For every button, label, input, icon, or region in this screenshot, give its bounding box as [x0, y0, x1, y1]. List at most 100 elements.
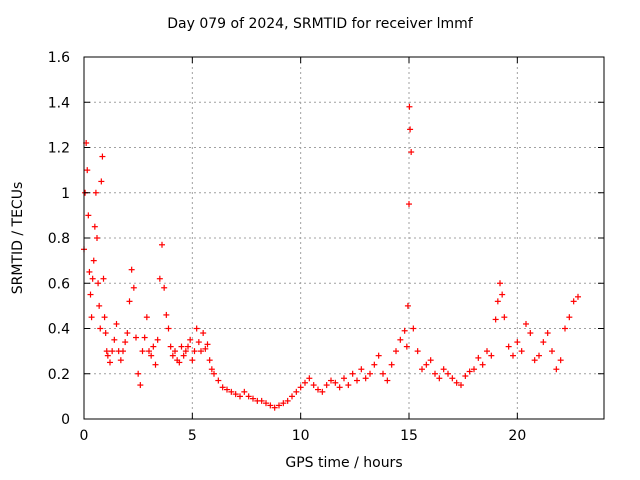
data-point [152, 361, 159, 368]
data-point [393, 348, 399, 355]
data-point [475, 354, 482, 361]
data-point [126, 298, 133, 305]
data-point [527, 330, 534, 337]
data-point [271, 404, 278, 411]
data-point [310, 382, 317, 389]
data-point [432, 370, 438, 377]
x-tick-label: 20 [508, 428, 526, 444]
data-point [427, 357, 434, 364]
data-point [150, 343, 157, 350]
data-point [96, 302, 103, 309]
data-point [206, 357, 213, 364]
data-point [423, 361, 430, 368]
x-axis-label: GPS time / hours [285, 455, 403, 471]
data-point [297, 384, 304, 391]
data-point [111, 336, 118, 343]
y-tick-label: 1 [61, 186, 70, 202]
data-point [178, 343, 185, 350]
data-point [128, 266, 135, 273]
y-tick-label: 1.4 [48, 95, 70, 111]
data-point [198, 348, 204, 355]
data-point [375, 352, 382, 359]
y-axis-label: SRMTID / TECUs [10, 181, 26, 295]
data-point [514, 339, 521, 346]
data-point [189, 357, 196, 364]
data-point [211, 370, 217, 377]
grid-layer [84, 57, 604, 419]
y-tick-label: 1.6 [48, 50, 70, 66]
data-point [204, 341, 211, 348]
data-point [562, 325, 568, 332]
data-point [146, 348, 152, 355]
data-point [154, 336, 161, 343]
data-point [107, 359, 113, 366]
data-point [341, 375, 347, 382]
data-point [315, 386, 321, 393]
data-point [103, 348, 110, 355]
chart-title: Day 079 of 2024, SRMTID for receiver lmm… [167, 16, 473, 32]
data-point [86, 268, 93, 275]
data-point [401, 327, 408, 334]
data-point [172, 348, 178, 355]
x-tick-label: 15 [400, 428, 418, 444]
data-point [156, 275, 163, 282]
data-point [169, 352, 176, 359]
data-point [445, 370, 451, 377]
data-point [88, 314, 95, 321]
data-point [163, 311, 170, 318]
data-point [449, 375, 456, 382]
data-point [141, 334, 148, 341]
data-point [180, 352, 187, 359]
data-point [349, 370, 356, 377]
data-point [161, 284, 168, 291]
y-tick-label: 0.4 [48, 322, 70, 338]
data-point [440, 366, 447, 373]
data-point [284, 397, 291, 404]
data-point [328, 377, 334, 384]
y-tick-label: 0.8 [48, 231, 70, 247]
data-point [458, 382, 464, 389]
data-point [135, 370, 142, 377]
data-point [208, 366, 215, 373]
data-point [466, 368, 473, 375]
data-point [380, 370, 386, 377]
data-point [100, 275, 107, 282]
data-point [84, 167, 91, 174]
data-point [202, 345, 209, 352]
data-point [436, 375, 443, 382]
data-point [124, 330, 131, 337]
data-point [87, 291, 94, 298]
data-point [419, 366, 425, 373]
data-point [95, 280, 102, 287]
data-point [404, 302, 411, 309]
data-point [159, 241, 165, 248]
axis-ticks [83, 56, 604, 420]
data-point [120, 348, 126, 355]
data-point [484, 348, 490, 355]
data-point [319, 388, 326, 395]
data-point [462, 373, 469, 380]
data-point [99, 153, 106, 160]
x-tick-label: 10 [292, 428, 310, 444]
data-point [494, 298, 501, 305]
data-point [306, 375, 313, 382]
data-point [167, 343, 174, 350]
data-point [336, 384, 343, 391]
data-point [185, 343, 191, 350]
data-point [293, 388, 300, 395]
data-point [258, 397, 265, 404]
data-point [104, 352, 111, 359]
data-point [200, 330, 207, 337]
x-tick-label: 0 [80, 428, 89, 444]
y-tick-label: 0.6 [48, 276, 70, 292]
data-point [367, 370, 373, 377]
data-point [237, 393, 243, 400]
data-point [232, 391, 239, 398]
data-point [215, 377, 222, 384]
data-point [302, 379, 308, 386]
data-point [453, 379, 460, 386]
data-point [549, 348, 555, 355]
data-point [92, 189, 99, 196]
